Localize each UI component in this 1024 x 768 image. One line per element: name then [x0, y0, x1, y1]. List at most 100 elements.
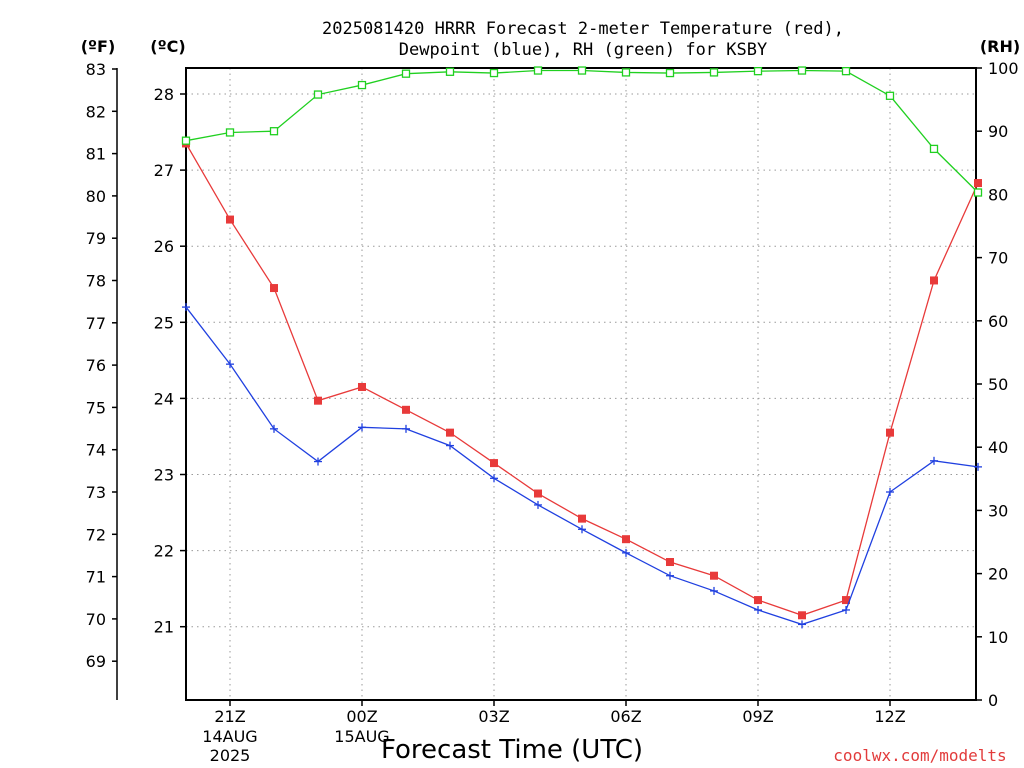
temperature-point: [446, 428, 454, 437]
rh-point: [929, 144, 939, 154]
fahrenheit-tick-label: 69: [86, 652, 106, 671]
temperature-point: [402, 405, 410, 414]
dewpoint-point: [270, 424, 278, 433]
rh-point: [753, 67, 763, 76]
rh-point: [973, 188, 983, 197]
rh-tick-label: 10: [988, 628, 1008, 647]
rh-axis-unit: (RH): [980, 37, 1020, 56]
dewpoint-point: [402, 424, 410, 433]
temperature-point: [754, 596, 762, 605]
temperature-point: [886, 428, 894, 437]
dewpoint-point: [578, 525, 586, 534]
dewpoint-point: [182, 303, 190, 312]
rh-tick-label: 20: [988, 565, 1008, 584]
data-series: [181, 66, 983, 629]
temperature-point: [974, 179, 982, 188]
temperature-point: [534, 489, 542, 498]
x-tick-sublabel: 14AUG: [202, 727, 257, 746]
fahrenheit-tick-label: 75: [86, 398, 106, 417]
celsius-tick-label: 23: [154, 466, 174, 485]
rh-point: [401, 69, 411, 78]
fahrenheit-tick-label: 79: [86, 229, 106, 248]
dewpoint-point: [534, 500, 542, 509]
temperature-point: [666, 558, 674, 567]
rh-point: [533, 66, 543, 75]
rh-tick-label: 90: [988, 122, 1008, 141]
temperature-point: [842, 596, 850, 605]
rh-point: [841, 67, 851, 76]
celsius-tick-label: 26: [154, 237, 174, 256]
x-tick-sublabel: 2025: [210, 746, 251, 765]
dewpoint-point: [446, 441, 454, 450]
fahrenheit-tick-label: 73: [86, 483, 106, 502]
series-line-rh: [185, 69, 979, 193]
rh-point: [885, 91, 895, 100]
rh-tick-label: 100: [988, 59, 1019, 78]
celsius-tick-label: 22: [154, 542, 174, 561]
series-dewpoint: [182, 303, 982, 629]
fahrenheit-tick-label: 74: [86, 441, 106, 460]
x-tick-label: 03Z: [478, 707, 509, 726]
plot-frame: [185, 67, 977, 701]
fahrenheit-tick-label: 82: [86, 102, 106, 121]
rh-point: [489, 68, 499, 78]
rh-point: [577, 66, 587, 75]
rh-tick-label: 50: [988, 375, 1008, 394]
rh-point: [225, 128, 235, 137]
series-rh: [181, 66, 983, 197]
rh-tick-label: 60: [988, 312, 1008, 331]
temperature-point: [622, 535, 630, 544]
x-tick-label: 21Z: [214, 707, 245, 726]
dewpoint-point: [490, 474, 498, 483]
fahrenheit-tick-label: 78: [86, 272, 106, 291]
fahrenheit-tick-label: 76: [86, 356, 106, 375]
temperature-point: [798, 611, 806, 620]
temperature-point: [930, 276, 938, 285]
rh-point: [181, 136, 191, 145]
celsius-tick-label: 21: [154, 618, 174, 637]
fahrenheit-axis-unit: (ºF): [81, 37, 116, 56]
dewpoint-point: [798, 620, 806, 629]
dewpoint-point: [622, 548, 630, 557]
rh-point: [357, 80, 367, 90]
fahrenheit-tick-label: 71: [86, 568, 106, 587]
credit-text: coolwx.com/modelts: [833, 746, 1006, 765]
x-axis-label: Forecast Time (UTC): [381, 735, 643, 765]
x-tick-label: 06Z: [610, 707, 641, 726]
dewpoint-point: [754, 605, 762, 614]
temperature-point: [314, 396, 322, 405]
x-tick-sublabel: 15AUG: [334, 727, 389, 746]
rh-tick-label: 80: [988, 185, 1008, 204]
fahrenheit-tick-label: 83: [86, 60, 106, 79]
dewpoint-point: [842, 605, 850, 614]
fahrenheit-tick-label: 80: [86, 187, 106, 206]
fahrenheit-tick-label: 72: [86, 525, 106, 544]
dewpoint-point: [886, 488, 894, 497]
series-temperature: [182, 139, 982, 620]
temperature-point: [490, 459, 498, 468]
temperature-point: [270, 284, 278, 293]
rh-tick-label: 70: [988, 249, 1008, 268]
dewpoint-point: [930, 456, 938, 465]
rh-point: [445, 67, 455, 76]
dewpoint-point: [358, 423, 366, 432]
temperature-point: [710, 571, 718, 580]
rh-point: [621, 68, 631, 77]
dewpoint-point: [226, 360, 234, 369]
chart-title-line1: 2025081420 HRRR Forecast 2-meter Tempera…: [322, 19, 844, 39]
celsius-tick-label: 24: [154, 389, 174, 408]
rh-point: [269, 127, 279, 136]
series-line-temperature: [185, 143, 979, 616]
rh-tick-label: 30: [988, 501, 1008, 520]
celsius-tick-label: 25: [154, 313, 174, 332]
dewpoint-point: [710, 586, 718, 595]
rh-point: [665, 68, 675, 78]
chart-title-line2: Dewpoint (blue), RH (green) for KSBY: [399, 40, 767, 60]
series-line-dewpoint: [185, 306, 979, 626]
celsius-tick-label: 28: [154, 85, 174, 104]
dewpoint-point: [666, 571, 674, 580]
axes: 69 70 71 72 73 74 75 76 77 78 79 80 81 82 83 21 22 23 24 25…: [86, 59, 1019, 765]
x-tick-label: 12Z: [874, 707, 905, 726]
temperature-point: [226, 215, 234, 224]
fahrenheit-tick-label: 70: [86, 610, 106, 629]
